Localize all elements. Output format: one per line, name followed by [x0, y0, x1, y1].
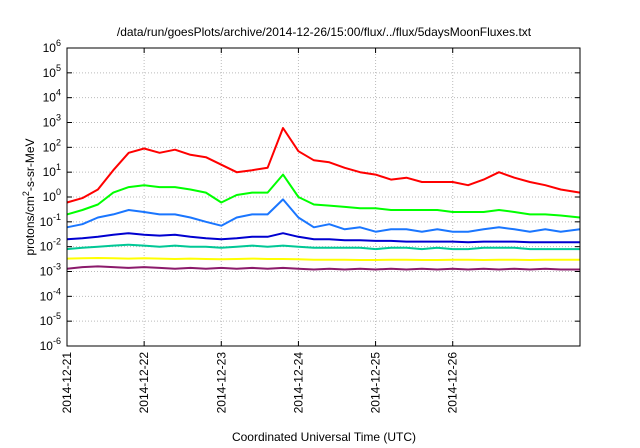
y-tick-base: 10 [43, 165, 57, 179]
x-tick-label: 2014-12-21 [60, 352, 74, 414]
y-tick-exp: 2 [56, 137, 61, 147]
y-tick-exp: -3 [53, 262, 61, 272]
y-tick-base: 10 [43, 190, 57, 204]
y-tick-label: 10-6 [40, 336, 61, 353]
x-axis-ticks: 2014-12-21 2014-12-22 2014-12-23 2014-12-24… [60, 48, 460, 413]
y-axis-ticks: 10-610-510-410-310-210-11001011021031041… [40, 38, 580, 353]
y-tick-exp: 1 [56, 162, 61, 172]
y-tick-label: 100 [43, 187, 61, 204]
series-line-7 [66, 265, 580, 271]
y-axis-label-main: protons/cm [23, 196, 37, 255]
y-tick-base: 10 [43, 140, 57, 154]
y-tick-base: 10 [43, 41, 57, 55]
series-line-6 [66, 257, 580, 261]
grid [67, 48, 580, 346]
y-tick-base: 10 [40, 240, 54, 254]
y-tick-base: 10 [43, 66, 57, 80]
y-tick-exp: -6 [53, 336, 61, 346]
x-tick-label: 2014-12-25 [369, 352, 383, 414]
y-tick-label: 106 [43, 38, 61, 55]
y-tick-label: 10-3 [40, 262, 61, 279]
x-axis-label: Coordinated Universal Time (UTC) [232, 430, 416, 444]
x-tick-label: 2014-12-23 [214, 352, 228, 414]
series-line-3 [66, 198, 581, 233]
y-tick-label: 105 [43, 63, 61, 80]
y-tick-label: 10-2 [40, 237, 61, 254]
y-tick-base: 10 [40, 339, 54, 353]
series-line-4 [66, 232, 580, 244]
y-axis-label-sup: 2 [21, 191, 31, 196]
y-tick-label: 104 [43, 88, 61, 105]
y-tick-exp: 3 [56, 113, 61, 123]
y-tick-label: 101 [43, 162, 61, 179]
series-line-2 [66, 173, 581, 219]
y-tick-exp: 0 [56, 187, 61, 197]
y-tick-exp: -2 [53, 237, 61, 247]
series-line-1 [66, 127, 581, 204]
y-tick-label: 10-4 [40, 286, 61, 303]
y-tick-label: 103 [43, 113, 61, 130]
y-tick-exp: -1 [53, 212, 61, 222]
plot-frame [66, 47, 581, 347]
y-tick-base: 10 [40, 289, 54, 303]
y-tick-base: 10 [40, 314, 54, 328]
x-tick-label: 2014-12-22 [137, 352, 151, 414]
y-tick-base: 10 [40, 215, 54, 229]
y-tick-label: 102 [43, 137, 61, 154]
y-tick-exp: 6 [56, 38, 61, 48]
y-axis-label: protons/cm2-s-sr-MeV [21, 138, 37, 255]
series-line-5 [66, 243, 580, 251]
y-tick-label: 10-5 [40, 311, 61, 328]
y-axis-label-rest: -s-sr-MeV [23, 138, 37, 191]
y-tick-base: 10 [43, 116, 57, 130]
y-tick-base: 10 [40, 265, 54, 279]
x-tick-label: 2014-12-26 [446, 352, 460, 414]
y-tick-exp: 5 [56, 63, 61, 73]
y-tick-exp: 4 [56, 88, 61, 98]
y-tick-base: 10 [43, 91, 57, 105]
series-group [66, 127, 581, 271]
y-tick-exp: -4 [53, 286, 61, 296]
chart-title: /data/run/goesPlots/archive/2014-12-26/1… [117, 25, 532, 39]
y-tick-label: 10-1 [40, 212, 61, 229]
x-tick-label: 2014-12-24 [291, 352, 305, 414]
y-tick-exp: -5 [53, 311, 61, 321]
